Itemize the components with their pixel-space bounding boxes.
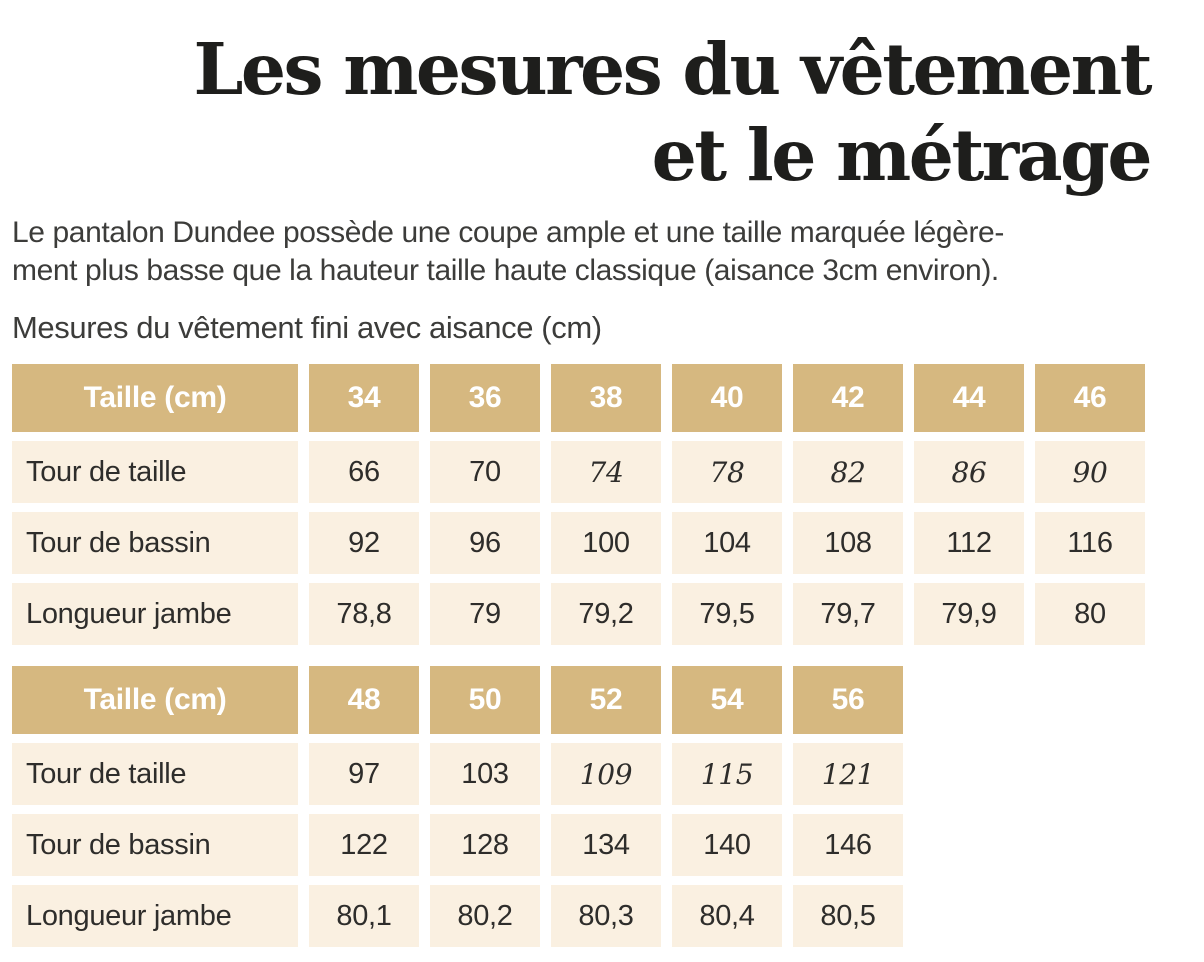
measure-value-cell: 128: [430, 814, 540, 876]
measure-value-cell: 82: [793, 441, 903, 503]
page-title-line-2: et le métrage: [651, 113, 1153, 197]
size-header-cell: 50: [430, 666, 540, 734]
measure-value-cell: 80,4: [672, 885, 782, 947]
measure-value-cell: 80,1: [309, 885, 419, 947]
intro-paragraph: Le pantalon Dundee possède une coupe amp…: [12, 214, 1192, 290]
size-header-cell: 42: [793, 364, 903, 432]
size-table-34-46: Taille (cm) 34 36 38 40 42 44 46 Tour de taille 6…: [12, 364, 1145, 645]
measure-value-cell: 96: [430, 512, 540, 574]
measure-value-cell: 112: [914, 512, 1024, 574]
measure-label-cell: Longueur jambe: [12, 583, 298, 645]
measure-value-cell: 108: [793, 512, 903, 574]
measure-label-cell: Tour de taille: [12, 441, 298, 503]
measure-value-cell: 104: [672, 512, 782, 574]
measure-value-cell: 115: [672, 743, 782, 805]
measure-value-cell: 122: [309, 814, 419, 876]
measure-value-cell: 70: [430, 441, 540, 503]
measure-value-cell: 121: [793, 743, 903, 805]
measure-label-cell: Tour de taille: [12, 743, 298, 805]
table-corner-header: Taille (cm): [12, 364, 298, 432]
section-heading: Mesures du vêtement fini avec aisance (c…: [12, 310, 602, 345]
measure-value-cell: 78: [672, 441, 782, 503]
measure-value-cell: 79,9: [914, 583, 1024, 645]
size-header-cell: 44: [914, 364, 1024, 432]
measure-label-cell: Tour de bassin: [12, 814, 298, 876]
size-header-cell: 46: [1035, 364, 1145, 432]
measure-value-cell: 79,7: [793, 583, 903, 645]
size-header-cell: 40: [672, 364, 782, 432]
measure-value-cell: 80,2: [430, 885, 540, 947]
measure-value-cell: 92: [309, 512, 419, 574]
size-header-cell: 52: [551, 666, 661, 734]
measure-value-cell: 79,2: [551, 583, 661, 645]
measure-value-cell: 90: [1035, 441, 1145, 503]
measure-value-cell: 100: [551, 512, 661, 574]
measure-value-cell: 109: [551, 743, 661, 805]
measure-value-cell: 134: [551, 814, 661, 876]
measure-value-cell: 74: [551, 441, 661, 503]
page-title-line-1: Les mesures du vêtement: [193, 27, 1152, 111]
measure-value-cell: 80: [1035, 583, 1145, 645]
measure-value-cell: 78,8: [309, 583, 419, 645]
size-header-cell: 54: [672, 666, 782, 734]
measure-value-cell: 80,3: [551, 885, 661, 947]
measure-value-cell: 79,5: [672, 583, 782, 645]
measure-label-cell: Tour de bassin: [12, 512, 298, 574]
measure-value-cell: 97: [309, 743, 419, 805]
intro-line-2: ment plus basse que la hauteur taille ha…: [12, 254, 999, 287]
measure-value-cell: 86: [914, 441, 1024, 503]
measure-value-cell: 66: [309, 441, 419, 503]
size-header-cell: 48: [309, 666, 419, 734]
measure-label-cell: Longueur jambe: [12, 885, 298, 947]
measure-value-cell: 103: [430, 743, 540, 805]
measure-value-cell: 116: [1035, 512, 1145, 574]
measure-value-cell: 146: [793, 814, 903, 876]
measure-value-cell: 79: [430, 583, 540, 645]
size-header-cell: 34: [309, 364, 419, 432]
measure-value-cell: 140: [672, 814, 782, 876]
measure-value-cell: 80,5: [793, 885, 903, 947]
page-title: Les mesures du vêtement et le métrage: [12, 26, 1153, 198]
size-table-48-56: Taille (cm) 48 50 52 54 56 Tour de taille 97 103…: [12, 666, 903, 947]
size-header-cell: 38: [551, 364, 661, 432]
table-corner-header: Taille (cm): [12, 666, 298, 734]
size-header-cell: 36: [430, 364, 540, 432]
intro-line-1: Le pantalon Dundee possède une coupe amp…: [12, 216, 1004, 249]
size-header-cell: 56: [793, 666, 903, 734]
